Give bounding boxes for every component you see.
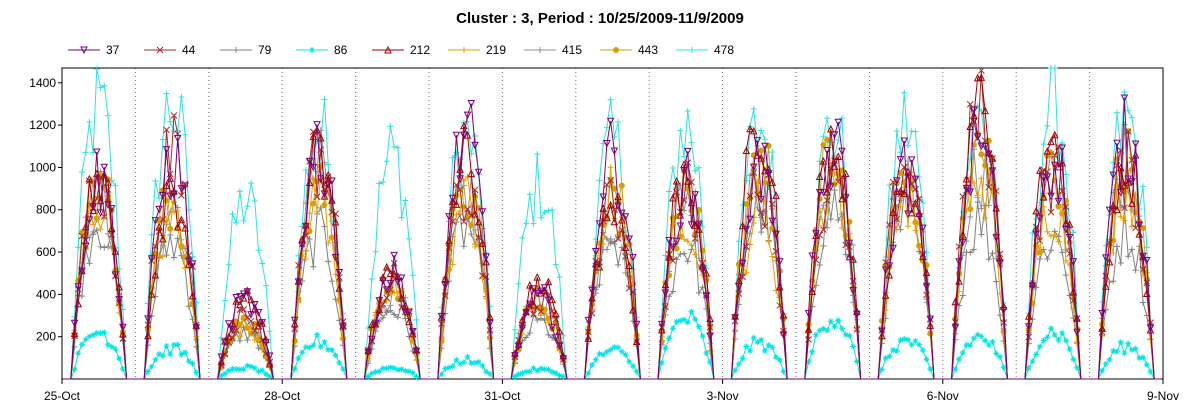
legend-label: 415 bbox=[562, 43, 583, 57]
legend-label: 219 bbox=[486, 43, 507, 57]
series-markers-86 bbox=[71, 308, 1154, 380]
legend-swatch bbox=[448, 47, 480, 53]
x-tick-label: 3-Nov bbox=[707, 389, 739, 403]
y-tick-label: 800 bbox=[36, 203, 56, 217]
legend-label: 443 bbox=[638, 43, 659, 57]
legend-swatch bbox=[600, 47, 632, 53]
x-tick-label: 28-Oct bbox=[264, 389, 301, 403]
legend-label: 37 bbox=[106, 43, 120, 57]
series-37 bbox=[63, 94, 1162, 380]
legend-label: 212 bbox=[410, 43, 431, 57]
y-tick-label: 1000 bbox=[29, 160, 56, 174]
x-tick-label: 6-Nov bbox=[927, 389, 959, 403]
legend-label: 478 bbox=[714, 43, 735, 57]
series-markers-37 bbox=[70, 94, 1155, 363]
series-line-79 bbox=[63, 183, 1162, 380]
y-tick-label: 1200 bbox=[29, 118, 56, 132]
legend-swatch bbox=[296, 47, 328, 53]
legend-label: 86 bbox=[334, 43, 348, 57]
y-tick-label: 200 bbox=[36, 330, 56, 344]
x-tick-label: 25-Oct bbox=[44, 389, 81, 403]
x-tick-label: 31-Oct bbox=[484, 389, 521, 403]
legend-label: 44 bbox=[182, 43, 196, 57]
legend-swatch bbox=[676, 47, 708, 53]
legend-swatch bbox=[220, 47, 252, 53]
chart-title: Cluster : 3, Period : 10/25/2009-11/9/20… bbox=[456, 10, 744, 27]
legend-swatch bbox=[524, 47, 556, 53]
legend-swatch bbox=[68, 46, 100, 55]
legend-swatch bbox=[372, 45, 404, 54]
series-86 bbox=[63, 308, 1162, 380]
y-tick-label: 600 bbox=[36, 245, 56, 259]
legend-swatch bbox=[144, 46, 176, 54]
series-line-44 bbox=[63, 70, 1162, 380]
legend-label: 79 bbox=[258, 43, 272, 57]
x-tick-label: 9-Nov bbox=[1147, 389, 1179, 403]
y-tick-label: 1400 bbox=[29, 76, 56, 90]
y-tick-label: 400 bbox=[36, 287, 56, 301]
